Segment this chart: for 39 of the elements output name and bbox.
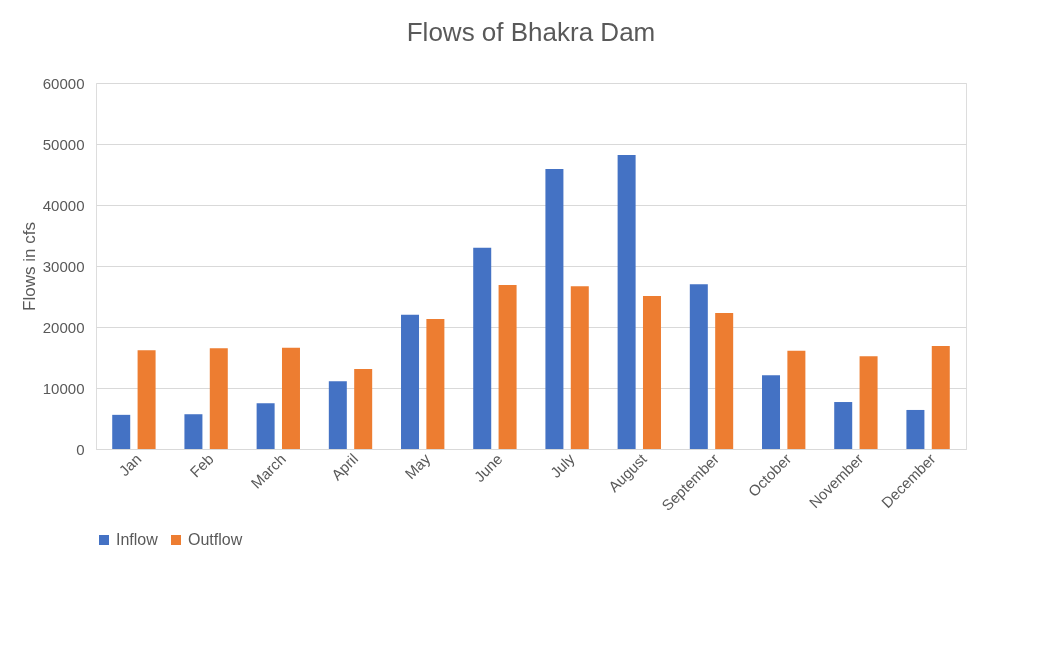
legend-label: Inflow — [116, 531, 159, 548]
x-tick-label: Feb — [186, 450, 217, 481]
bar — [209, 348, 228, 449]
bar — [184, 414, 203, 449]
bar — [642, 295, 661, 449]
bar — [328, 381, 347, 449]
y-tick-label: 0 — [76, 440, 85, 458]
bar — [834, 402, 853, 449]
bar — [545, 169, 564, 449]
bar — [401, 314, 420, 449]
bar — [473, 247, 492, 449]
chart-title: Flows of Bhakra Dam — [406, 17, 656, 47]
x-tick-label: Jan — [115, 450, 145, 480]
bar — [498, 284, 517, 449]
bar — [426, 319, 445, 449]
y-tick-label: 20000 — [42, 318, 85, 336]
bar — [859, 356, 878, 449]
x-tick-label: May — [401, 449, 434, 483]
y-tick-label: 60000 — [42, 74, 85, 92]
bar — [617, 154, 636, 449]
bar — [689, 284, 708, 449]
bar — [906, 409, 925, 449]
y-tick-label: 40000 — [42, 196, 85, 214]
x-tick-label: July — [546, 449, 579, 481]
y-tick-label: 50000 — [42, 135, 85, 153]
bar — [715, 312, 734, 449]
y-tick-label: 30000 — [42, 257, 85, 275]
bar — [112, 414, 131, 449]
bar — [137, 350, 156, 449]
bar — [256, 403, 275, 449]
bar — [931, 345, 950, 449]
bar — [281, 347, 300, 449]
bar — [787, 350, 806, 449]
bar — [762, 375, 781, 449]
bar — [570, 286, 589, 449]
y-tick-label: 10000 — [42, 379, 85, 397]
bar — [354, 369, 373, 449]
legend-label: Outflow — [188, 531, 243, 548]
y-axis-title: Flows in cfs — [19, 222, 39, 311]
